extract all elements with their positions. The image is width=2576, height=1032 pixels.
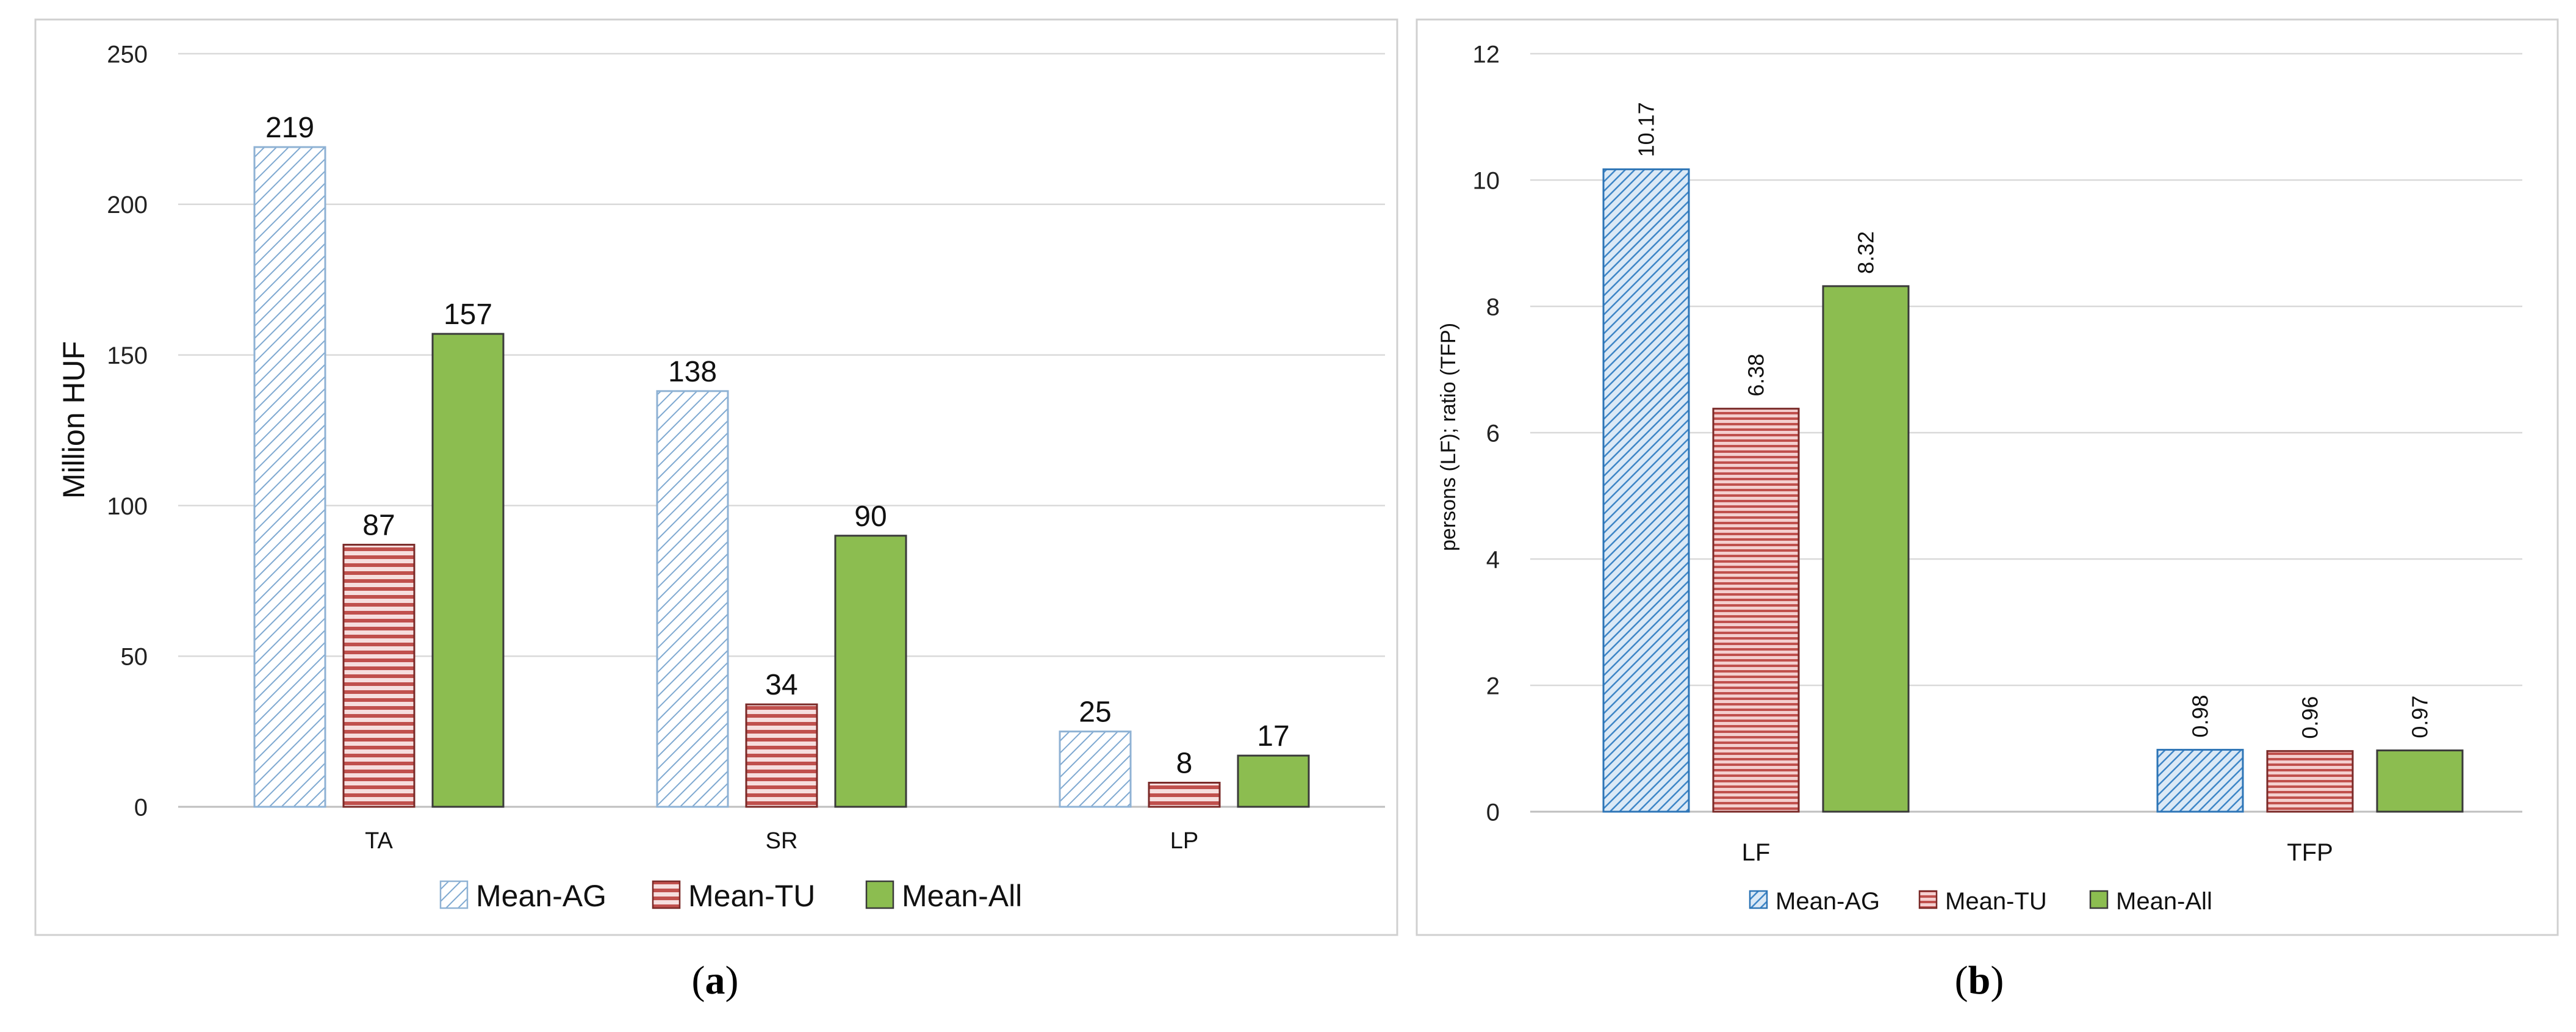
panel-b-legend-swatch-mean-all — [2089, 890, 2109, 909]
panel-b-legend-label: Mean-AG — [1775, 888, 1880, 915]
panel-a-data-labels: 219 138 25 87 34 8 157 90 17 — [265, 112, 1290, 779]
panel-b-data-label: 10.17 — [1634, 102, 1659, 157]
panel-a-bar-mean-tu-lp — [1148, 782, 1221, 808]
panel-b-data-labels: 10.17 0.98 6.38 0.96 8.32 0.97 — [1634, 102, 2433, 738]
panel-b-bar-mean-tu-tfp — [2266, 750, 2354, 813]
panel-a-y-tick-label: 0 — [134, 794, 148, 821]
panel-a-data-label: 17 — [1257, 720, 1289, 752]
panel-b-y-tick-label: 10 — [1473, 167, 1500, 194]
panel-a-data-label: 90 — [854, 500, 887, 533]
caption-a: (a) — [692, 958, 739, 1003]
panel-b-bars — [1602, 168, 2464, 813]
panel-a-bar-mean-all-sr — [834, 535, 907, 808]
panel-a-legend-label: Mean-AG — [476, 879, 606, 913]
panel-a-y-tick-label: 250 — [107, 41, 148, 68]
panel-a-bar-mean-all-ta — [431, 333, 505, 808]
panel-a-data-label: 8 — [1176, 748, 1193, 780]
panel-a-y-tick-label: 200 — [107, 192, 148, 218]
panel-a-bar-mean-tu-sr — [745, 703, 818, 808]
panel-b-bar-mean-all-tfp — [2376, 749, 2464, 813]
panel-b-bar-mean-ag-lf — [1602, 168, 1690, 813]
panel-b-legend: Mean-AG Mean-TU Mean-All — [1749, 888, 2212, 915]
panel-a-data-label: 138 — [668, 356, 717, 388]
panel-a-legend-swatch-mean-tu — [652, 880, 681, 909]
panel-a-legend: Mean-AG Mean-TU Mean-All — [439, 879, 1022, 913]
panel-a-x-tick-label: LP — [1170, 828, 1198, 854]
caption-b: (b) — [1955, 958, 2004, 1003]
panel-b-data-label: 0.97 — [2408, 696, 2433, 738]
panel-a-y-ticks: 0 50 100 150 200 250 — [107, 41, 148, 821]
panel-b-legend-label: Mean-All — [2116, 888, 2212, 915]
panel-a-chart: Million HUF 0 50 100 150 200 250 219 138 25 87 34… — [57, 41, 1385, 913]
panel-a-x-tick-label: TA — [365, 828, 393, 854]
panel-b-y-tick-label: 6 — [1486, 420, 1500, 447]
caption-a-letter: a — [705, 958, 725, 1003]
panel-b-y-tick-label: 8 — [1486, 294, 1500, 320]
panel-b-y-tick-label: 4 — [1486, 546, 1500, 573]
panel-b-x-tick-label: TFP — [2287, 839, 2333, 866]
panel-a-frame — [34, 18, 1398, 936]
panel-b-bar-mean-all-lf — [1822, 285, 1910, 813]
panel-a-data-label: 219 — [265, 112, 314, 144]
panel-b-y-ticks: 0 2 4 6 8 10 12 — [1473, 41, 1500, 826]
panel-b-bar-mean-ag-tfp — [2156, 749, 2244, 813]
panel-a-bar-mean-ag-sr — [656, 390, 729, 808]
panel-b-data-label: 8.32 — [1854, 231, 1879, 274]
panel-b-bar-mean-tu-lf — [1712, 408, 1800, 813]
panel-a-y-tick-label: 100 — [107, 493, 148, 520]
panel-a-legend-label: Mean-All — [902, 879, 1022, 913]
panel-b-y-tick-label: 0 — [1486, 799, 1500, 826]
panel-a-legend-label: Mean-TU — [688, 879, 815, 913]
panel-a-bar-mean-ag-ta — [253, 146, 326, 808]
panel-a-bar-mean-ag-lp — [1059, 731, 1132, 808]
panel-b-data-label: 0.96 — [2298, 696, 2323, 739]
panel-a-legend-swatch-mean-ag — [439, 880, 469, 909]
panel-b-legend-swatch-mean-ag — [1749, 890, 1768, 909]
panel-a-bar-mean-all-lp — [1237, 754, 1310, 808]
panel-b-legend-swatch-mean-tu — [1918, 890, 1938, 909]
panel-a-x-ticks: TA SR LP — [365, 828, 1198, 854]
panel-b-x-tick-label: LF — [1742, 839, 1771, 866]
panel-a-bars — [253, 146, 1310, 808]
panel-a-data-label: 87 — [362, 510, 395, 542]
panel-a-x-tick-label: SR — [766, 828, 798, 854]
panel-a-data-label: 157 — [444, 298, 492, 331]
panel-a-bar-mean-tu-ta — [342, 544, 416, 808]
panel-b-chart: persons (LF); ratio (TFP) 0 2 4 6 8 10 12 10.1… — [1437, 41, 2522, 915]
panel-b-legend-label: Mean-TU — [1945, 888, 2047, 915]
panel-a-y-tick-label: 150 — [107, 342, 148, 369]
panel-a-y-axis-label: Million HUF — [57, 341, 91, 499]
panel-b-data-label: 6.38 — [1744, 354, 1769, 397]
panel-b-y-tick-label: 12 — [1473, 41, 1500, 68]
panel-b-x-ticks: LF TFP — [1742, 839, 2333, 866]
panel-a-y-tick-label: 50 — [121, 644, 148, 671]
caption-b-letter: b — [1968, 958, 1991, 1003]
panel-b-frame — [1416, 18, 2559, 936]
panel-b-data-label: 0.98 — [2188, 695, 2213, 737]
panel-b-gridlines — [1530, 52, 2522, 813]
panel-a-data-label: 25 — [1079, 696, 1111, 729]
panel-b-y-tick-label: 2 — [1486, 673, 1500, 699]
panel-a-legend-swatch-mean-all — [865, 880, 894, 909]
panel-b-y-axis-label: persons (LF); ratio (TFP) — [1437, 323, 1460, 551]
panel-a-data-label: 34 — [765, 669, 797, 701]
